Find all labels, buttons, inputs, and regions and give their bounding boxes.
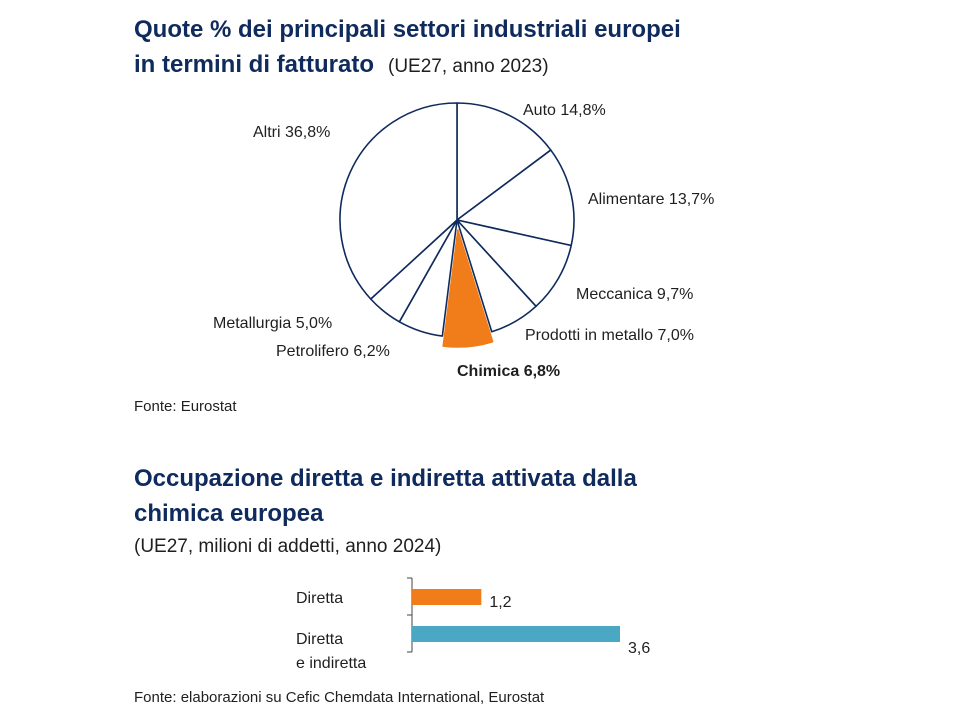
pie-chart-title-text: in termini di fatturato <box>134 51 374 78</box>
pie-chart-title-line2: in termini di fatturato (UE27, anno 2023) <box>134 50 549 82</box>
pie-label-auto: Auto 14,8% <box>523 102 606 119</box>
bar-category-label: Diretta <box>296 590 343 607</box>
pie-chart-title: Quote % dei principali settori industria… <box>134 16 681 43</box>
pie-slice-altri <box>339 102 458 300</box>
pie-slice-chimica <box>442 229 494 348</box>
bar-chart-source: Fonte: elaborazioni su Cefic Chemdata In… <box>134 689 545 706</box>
pie-label-metallurgia: Metallurgia 5,0% <box>213 315 332 332</box>
pie-label-meccanica: Meccanica 9,7% <box>576 286 693 303</box>
bar-value-diretta: 1,2 <box>489 594 511 611</box>
bar-chart-subtitle: (UE27, milioni di addetti, anno 2024) <box>134 536 442 557</box>
pie-slice-auto <box>456 102 552 221</box>
bar-diretta-e-indiretta <box>412 626 620 642</box>
pie-label-prodotti-in-metallo: Prodotti in metallo 7,0% <box>525 327 694 344</box>
bar-diretta <box>412 589 482 605</box>
pie-label-alimentare: Alimentare 13,7% <box>588 191 714 208</box>
pie-chart-source: Fonte: Eurostat <box>134 398 237 415</box>
pie-chart: Auto 14,8% Alimentare 13,7% Meccanica 9,7%… <box>213 102 714 380</box>
bar-chart: 1,2 Diretta 3,6 Diretta e indiretta <box>296 577 650 672</box>
pie-label-chimica: Chimica 6,8% <box>457 363 560 380</box>
bar-chart-title-line2: chimica europea <box>134 500 324 527</box>
pie-slice-prodotti-in-metallo <box>456 219 537 333</box>
bar-chart-title: Occupazione diretta e indiretta attivata… <box>134 465 637 492</box>
bar-category-label: e indiretta <box>296 655 366 672</box>
bar-value-diretta-e-indiretta: 3,6 <box>628 640 650 657</box>
bar-category-label: Diretta <box>296 631 343 648</box>
pie-label-altri: Altri 36,8% <box>253 124 330 141</box>
pie-label-petrolifero: Petrolifero 6,2% <box>276 343 390 360</box>
pie-slice-alimentare <box>456 149 575 247</box>
pie-chart-subtitle: (UE27, anno 2023) <box>388 56 549 77</box>
